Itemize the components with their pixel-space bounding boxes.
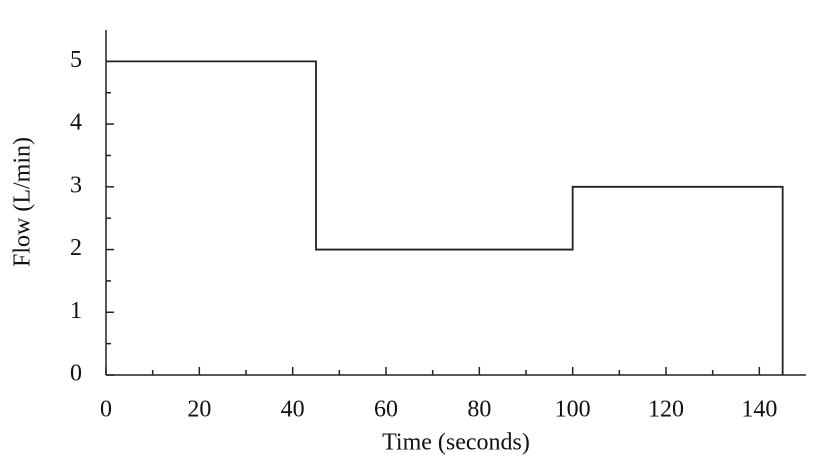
y-tick-label: 3 <box>70 172 82 198</box>
y-tick-label: 2 <box>70 235 82 261</box>
flow-line <box>106 60 784 375</box>
y-tick-label: 0 <box>70 361 82 387</box>
x-tick-label: 140 <box>741 397 777 423</box>
x-tick-label: 120 <box>648 397 684 423</box>
y-tick-label: 4 <box>70 110 82 136</box>
x-tick-label: 20 <box>187 397 211 423</box>
x-tick-label: 100 <box>555 397 591 423</box>
y-tick-label: 5 <box>70 47 82 73</box>
y-axis-label: Flow (L/min) <box>10 137 36 267</box>
x-tick-label: 40 <box>281 397 305 423</box>
x-tick-label: 80 <box>467 397 491 423</box>
y-tick-label: 1 <box>70 298 82 324</box>
x-tick-label: 60 <box>374 397 398 423</box>
x-axis-label: Time (seconds) <box>382 430 530 456</box>
x-tick-label: 0 <box>100 397 112 423</box>
